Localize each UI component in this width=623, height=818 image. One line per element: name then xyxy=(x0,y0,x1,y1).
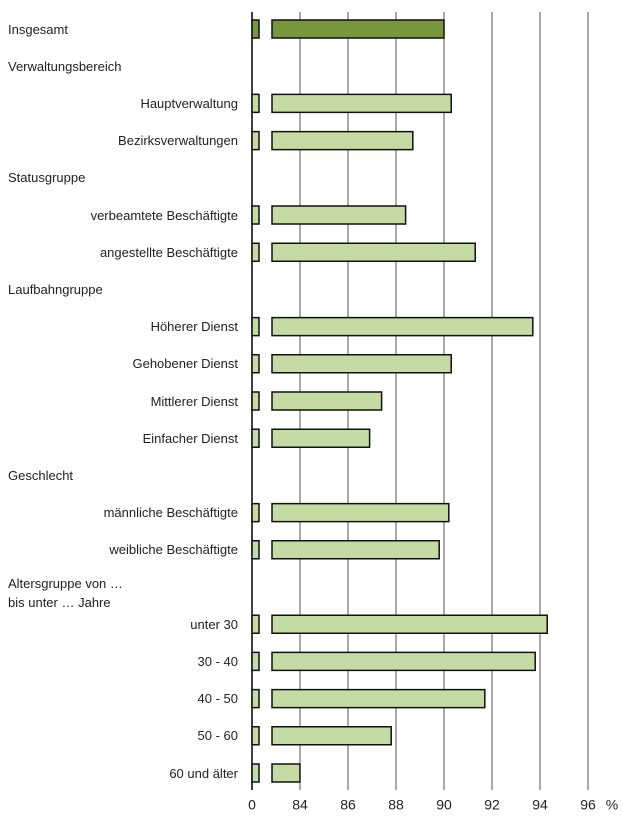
x-tick-label: 86 xyxy=(340,797,356,813)
x-tick-label: 96 xyxy=(580,797,596,813)
bar xyxy=(251,316,534,337)
bar xyxy=(251,391,383,411)
bar xyxy=(251,726,392,746)
bar xyxy=(251,540,440,560)
category-label: Mittlerer Dienst xyxy=(150,393,238,409)
group-label: Insgesamt xyxy=(8,21,68,37)
bar xyxy=(251,93,452,114)
category-label: 30 - 40 xyxy=(197,653,238,669)
x-axis-unit: % xyxy=(606,797,618,813)
bar xyxy=(251,428,371,448)
bar xyxy=(251,688,486,709)
bar xyxy=(251,205,407,225)
category-label: 50 - 60 xyxy=(197,728,238,744)
x-tick-label: 94 xyxy=(532,797,548,813)
bar xyxy=(251,651,536,672)
category-label: weibliche Beschäftigte xyxy=(109,542,238,558)
category-label: Hauptverwaltung xyxy=(140,95,238,111)
bar xyxy=(251,763,301,783)
bar xyxy=(251,502,450,523)
x-tick-label: 92 xyxy=(484,797,500,813)
group-label: Geschlecht xyxy=(8,467,74,483)
category-label: männliche Beschäftigte xyxy=(103,505,238,521)
bar xyxy=(251,614,548,634)
group-label: Verwaltungsbereich xyxy=(8,58,122,74)
x-tick-label: 90 xyxy=(436,797,452,813)
bar xyxy=(251,354,452,374)
group-label: Statusgruppe xyxy=(8,170,86,186)
x-tick-label: 0 xyxy=(248,797,256,813)
category-label: verbeamtete Beschäftigte xyxy=(90,207,238,223)
category-label: Einfacher Dienst xyxy=(142,430,238,446)
category-label: Gehobener Dienst xyxy=(132,356,238,372)
category-label: unter 30 xyxy=(190,616,238,632)
category-label: Bezirksverwaltungen xyxy=(118,133,238,149)
bar xyxy=(251,130,414,151)
group-label: Laufbahngruppe xyxy=(8,281,103,297)
category-label: 40 - 50 xyxy=(197,691,238,707)
category-label: 60 und älter xyxy=(169,765,238,781)
bar xyxy=(251,242,476,262)
bar xyxy=(251,19,445,39)
x-tick-label: 84 xyxy=(292,797,308,813)
x-tick-label: 88 xyxy=(388,797,404,813)
category-label: Höherer Dienst xyxy=(150,319,238,335)
group-label: Altersgruppe von … bis unter … Jahre xyxy=(8,576,123,610)
category-label: angestellte Beschäftigte xyxy=(99,244,238,260)
